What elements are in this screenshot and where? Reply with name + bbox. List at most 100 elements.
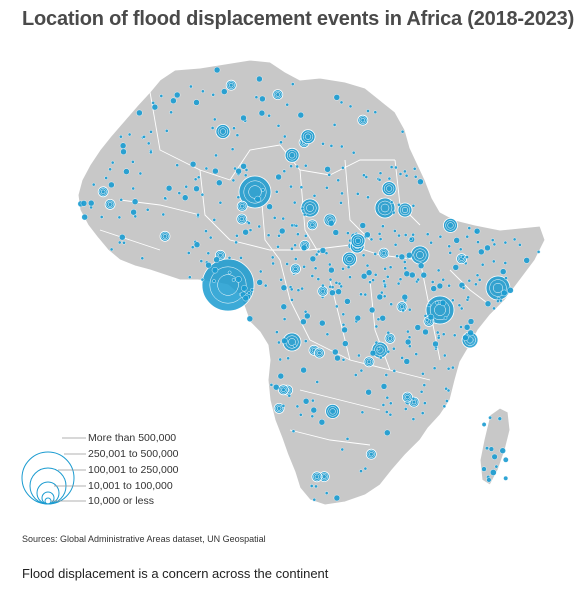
- displacement-bubble: [421, 412, 424, 415]
- displacement-bubble: [466, 256, 469, 259]
- displacement-bubble: [294, 244, 297, 247]
- displacement-bubble: [314, 267, 317, 270]
- displacement-bubble: [364, 467, 367, 470]
- displacement-bubble: [377, 347, 380, 350]
- displacement-bubble: [440, 300, 446, 306]
- displacement-bubble: [347, 266, 350, 269]
- displacement-bubble: [341, 448, 344, 451]
- displacement-bubble: [448, 284, 451, 287]
- legend-label-100001-to-250000: 100,001 to 250,000: [88, 464, 179, 476]
- displacement-bubble: [259, 96, 265, 102]
- displacement-bubble: [459, 248, 462, 251]
- displacement-bubble: [357, 354, 360, 357]
- displacement-bubble: [487, 478, 492, 483]
- displacement-bubble: [390, 201, 393, 204]
- displacement-bubble: [191, 246, 194, 249]
- displacement-bubble: [287, 357, 290, 360]
- displacement-bubble: [81, 200, 87, 206]
- displacement-bubble: [109, 168, 112, 171]
- displacement-bubble: [143, 135, 146, 138]
- displacement-bubble: [414, 175, 417, 178]
- displacement-bubble: [423, 402, 426, 405]
- displacement-bubble: [212, 93, 215, 96]
- displacement-bubble: [437, 269, 440, 272]
- displacement-bubble: [444, 316, 447, 319]
- displacement-bubble: [393, 369, 396, 372]
- map-title: Location of flood displacement events in…: [22, 8, 574, 31]
- displacement-bubble: [122, 241, 125, 244]
- displacement-bubble: [451, 299, 454, 302]
- displacement-bubble: [283, 170, 286, 173]
- displacement-bubble: [504, 261, 507, 264]
- displacement-bubble: [492, 260, 495, 263]
- displacement-bubble: [277, 124, 280, 127]
- displacement-bubble: [366, 196, 369, 199]
- displacement-bubble: [481, 263, 484, 266]
- displacement-bubble: [427, 304, 430, 307]
- displacement-bubble: [205, 167, 208, 170]
- displacement-bubble: [280, 278, 283, 281]
- displacement-bubble: [264, 284, 267, 287]
- displacement-bubble: [298, 112, 304, 118]
- displacement-bubble: [406, 330, 409, 333]
- displacement-bubble: [315, 253, 318, 256]
- displacement-bubble: [374, 252, 377, 255]
- displacement-bubble: [321, 284, 324, 287]
- displacement-bubble: [241, 285, 247, 291]
- displacement-bubble: [243, 295, 249, 301]
- displacement-bubble: [317, 278, 320, 281]
- displacement-bubble: [267, 234, 270, 237]
- displacement-bubble: [375, 325, 378, 328]
- displacement-bubble: [178, 192, 181, 195]
- displacement-bubble: [293, 201, 296, 204]
- displacement-bubble: [413, 167, 416, 170]
- displacement-bubble: [415, 325, 421, 331]
- displacement-bubble: [279, 358, 282, 361]
- displacement-bubble: [476, 274, 479, 277]
- displacement-bubble: [273, 216, 276, 219]
- displacement-bubble: [282, 217, 285, 220]
- displacement-bubble: [311, 407, 317, 413]
- displacement-bubble: [442, 278, 445, 281]
- displacement-bubble: [397, 282, 400, 285]
- displacement-bubble: [421, 372, 424, 375]
- displacement-bubble: [493, 243, 496, 246]
- displacement-bubble: [448, 245, 451, 248]
- displacement-bubble: [334, 94, 340, 100]
- displacement-bubble: [331, 286, 334, 289]
- displacement-bubble: [383, 295, 386, 298]
- displacement-bubble: [232, 127, 235, 130]
- displacement-bubble: [340, 145, 343, 148]
- displacement-bubble: [281, 285, 287, 291]
- displacement-bubble: [386, 275, 389, 278]
- displacement-bubble: [372, 279, 375, 282]
- displacement-bubble: [152, 101, 155, 104]
- displacement-bubble: [314, 485, 317, 488]
- displacement-bubble: [292, 430, 295, 433]
- source-note: Sources: Global Administrative Areas dat…: [22, 534, 266, 544]
- displacement-bubble: [468, 279, 471, 282]
- displacement-bubble: [392, 211, 395, 214]
- displacement-bubble: [366, 264, 369, 267]
- displacement-bubble: [221, 89, 227, 95]
- displacement-bubble: [464, 324, 470, 330]
- displacement-bubble: [377, 318, 380, 321]
- displacement-bubble: [228, 256, 231, 259]
- displacement-bubble: [134, 215, 137, 218]
- displacement-bubble: [482, 467, 487, 472]
- displacement-bubble: [304, 313, 310, 319]
- displacement-bubble: [518, 243, 521, 246]
- displacement-bubble: [364, 293, 367, 296]
- displacement-bubble: [496, 300, 499, 303]
- displacement-bubble: [325, 252, 328, 255]
- displacement-bubble: [377, 294, 383, 300]
- displacement-bubble: [118, 241, 121, 244]
- displacement-bubble: [282, 404, 285, 407]
- displacement-bubble: [276, 245, 279, 248]
- displacement-bubble: [190, 161, 196, 167]
- displacement-bubble: [164, 197, 167, 200]
- displacement-bubble: [362, 174, 365, 177]
- displacement-bubble: [244, 174, 247, 177]
- displacement-bubble: [504, 241, 507, 244]
- displacement-bubble: [381, 383, 387, 389]
